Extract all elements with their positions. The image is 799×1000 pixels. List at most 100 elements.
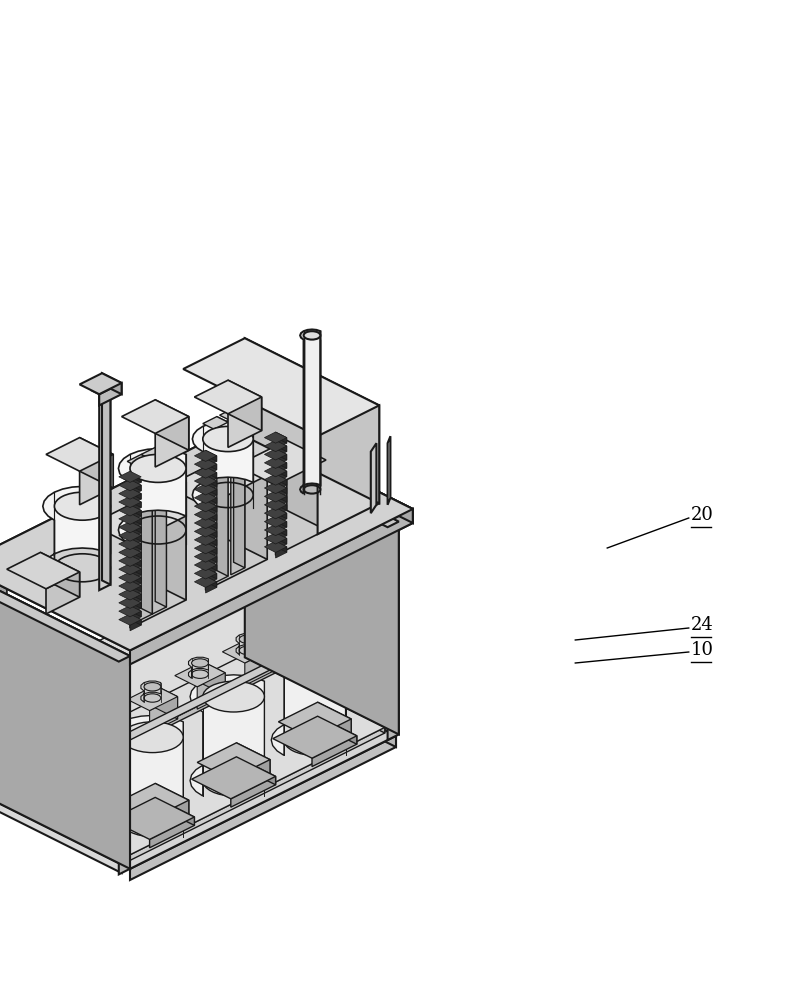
Polygon shape <box>166 456 267 506</box>
Ellipse shape <box>121 722 183 753</box>
Polygon shape <box>121 400 189 433</box>
Polygon shape <box>153 453 166 614</box>
Polygon shape <box>197 673 225 709</box>
Polygon shape <box>205 557 217 568</box>
Polygon shape <box>43 486 110 582</box>
Polygon shape <box>99 383 121 405</box>
Polygon shape <box>317 405 380 534</box>
Polygon shape <box>127 685 177 711</box>
Polygon shape <box>292 625 320 662</box>
Polygon shape <box>155 783 189 817</box>
Polygon shape <box>133 642 376 769</box>
Polygon shape <box>272 716 357 758</box>
Polygon shape <box>130 572 141 583</box>
Polygon shape <box>352 621 360 631</box>
Ellipse shape <box>203 681 264 712</box>
Polygon shape <box>155 400 189 450</box>
Polygon shape <box>119 564 141 575</box>
Polygon shape <box>371 443 376 513</box>
Polygon shape <box>130 641 385 776</box>
Polygon shape <box>205 498 217 509</box>
Polygon shape <box>155 797 194 825</box>
Polygon shape <box>141 447 166 460</box>
Polygon shape <box>205 517 217 529</box>
Ellipse shape <box>229 770 237 775</box>
Polygon shape <box>276 466 287 477</box>
Polygon shape <box>194 559 217 571</box>
Polygon shape <box>276 432 287 443</box>
Polygon shape <box>242 424 413 523</box>
Polygon shape <box>231 414 244 575</box>
Polygon shape <box>276 454 287 466</box>
Polygon shape <box>149 817 194 848</box>
Polygon shape <box>130 580 141 592</box>
Polygon shape <box>205 540 217 551</box>
Polygon shape <box>276 474 287 485</box>
Polygon shape <box>130 569 141 580</box>
Polygon shape <box>175 662 225 687</box>
Polygon shape <box>130 578 141 589</box>
Polygon shape <box>0 579 130 869</box>
Ellipse shape <box>246 778 254 783</box>
Polygon shape <box>190 675 264 796</box>
Polygon shape <box>193 421 253 508</box>
Polygon shape <box>270 614 320 639</box>
Polygon shape <box>130 530 141 541</box>
Polygon shape <box>119 471 141 482</box>
Polygon shape <box>119 614 141 625</box>
Polygon shape <box>130 494 141 505</box>
Polygon shape <box>130 544 141 555</box>
Polygon shape <box>127 454 153 467</box>
Polygon shape <box>99 389 110 590</box>
Polygon shape <box>7 552 80 589</box>
Polygon shape <box>276 513 287 524</box>
Polygon shape <box>121 621 360 740</box>
Polygon shape <box>130 736 396 880</box>
Polygon shape <box>194 492 217 503</box>
Polygon shape <box>121 643 138 652</box>
Polygon shape <box>183 338 380 436</box>
Polygon shape <box>130 552 141 564</box>
Polygon shape <box>237 757 276 785</box>
Text: 20: 20 <box>691 506 714 524</box>
Polygon shape <box>222 638 272 663</box>
Polygon shape <box>388 436 391 505</box>
Polygon shape <box>130 527 141 538</box>
Polygon shape <box>217 417 228 576</box>
Polygon shape <box>155 447 166 607</box>
Polygon shape <box>119 656 130 874</box>
Polygon shape <box>197 743 270 779</box>
Polygon shape <box>194 467 217 478</box>
Polygon shape <box>119 597 141 608</box>
Polygon shape <box>130 509 413 664</box>
Polygon shape <box>264 533 287 544</box>
Polygon shape <box>244 649 272 685</box>
Polygon shape <box>130 516 186 628</box>
Ellipse shape <box>287 611 304 620</box>
Polygon shape <box>149 800 189 837</box>
Polygon shape <box>276 440 287 452</box>
Polygon shape <box>0 579 130 662</box>
Polygon shape <box>205 526 217 537</box>
Polygon shape <box>130 611 141 622</box>
Polygon shape <box>0 578 7 795</box>
Polygon shape <box>205 464 217 475</box>
Polygon shape <box>264 432 287 443</box>
Polygon shape <box>0 656 385 855</box>
Polygon shape <box>194 534 217 545</box>
Polygon shape <box>317 702 352 736</box>
Polygon shape <box>276 460 326 555</box>
Polygon shape <box>130 471 141 482</box>
Polygon shape <box>46 572 80 614</box>
Polygon shape <box>130 625 360 746</box>
Polygon shape <box>130 519 141 530</box>
Polygon shape <box>237 633 256 655</box>
Polygon shape <box>194 380 261 414</box>
Polygon shape <box>0 569 385 768</box>
Polygon shape <box>80 438 113 488</box>
Polygon shape <box>130 594 141 606</box>
Polygon shape <box>125 638 376 764</box>
Polygon shape <box>276 522 287 533</box>
Polygon shape <box>130 510 141 522</box>
Polygon shape <box>91 496 186 544</box>
